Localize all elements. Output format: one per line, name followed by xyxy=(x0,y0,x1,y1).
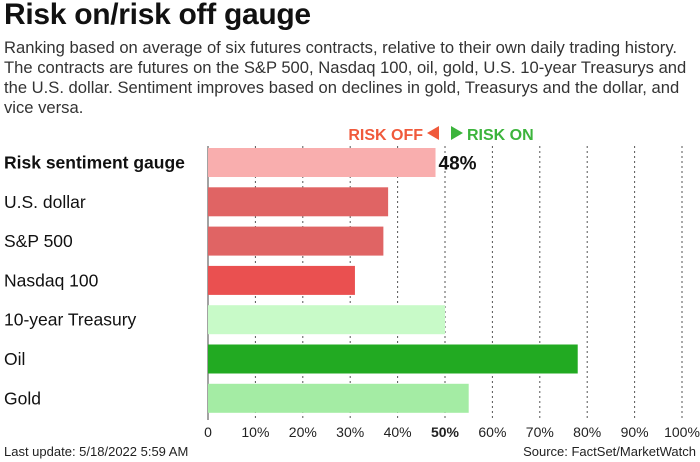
risk-off-arrow-icon xyxy=(427,126,439,140)
x-tick-label: 40% xyxy=(384,424,412,440)
bar xyxy=(208,226,384,256)
source-note: Source: FactSet/MarketWatch xyxy=(523,444,696,459)
chart-subtitle: Ranking based on average of six futures … xyxy=(4,38,687,117)
bar xyxy=(208,305,445,335)
x-tick-label: 20% xyxy=(289,424,317,440)
x-tick-label: 60% xyxy=(478,424,506,440)
x-tick-label: 10% xyxy=(241,424,269,440)
legend-risk-on: RISK ON xyxy=(467,127,534,144)
data-label: 48% xyxy=(439,154,477,175)
category-label: U.S. dollar xyxy=(4,192,86,212)
category-label: S&P 500 xyxy=(4,231,73,251)
last-update: Last update: 5/18/2022 5:59 AM xyxy=(4,444,189,459)
category-label: Risk sentiment gauge xyxy=(4,153,185,173)
bar xyxy=(208,344,578,374)
category-label: 10-year Treasury xyxy=(4,310,137,330)
x-tick-label: 80% xyxy=(573,424,601,440)
legend-risk-off: RISK OFF xyxy=(348,127,423,144)
bar xyxy=(208,383,469,413)
risk-on-arrow-icon xyxy=(451,126,463,140)
category-label: Oil xyxy=(4,349,25,369)
chart-title: Risk on/risk off gauge xyxy=(4,0,311,31)
x-tick-label: 70% xyxy=(526,424,554,440)
x-tick-label: 90% xyxy=(621,424,649,440)
x-tick-label: 100% xyxy=(664,424,700,440)
category-label: Nasdaq 100 xyxy=(4,270,99,290)
bar xyxy=(208,187,389,217)
category-label: Gold xyxy=(4,388,41,408)
bar xyxy=(208,148,436,177)
x-tick-label: 0 xyxy=(204,424,212,440)
x-tick-label: 50% xyxy=(431,424,460,440)
x-tick-label: 30% xyxy=(336,424,364,440)
bar xyxy=(208,265,355,295)
